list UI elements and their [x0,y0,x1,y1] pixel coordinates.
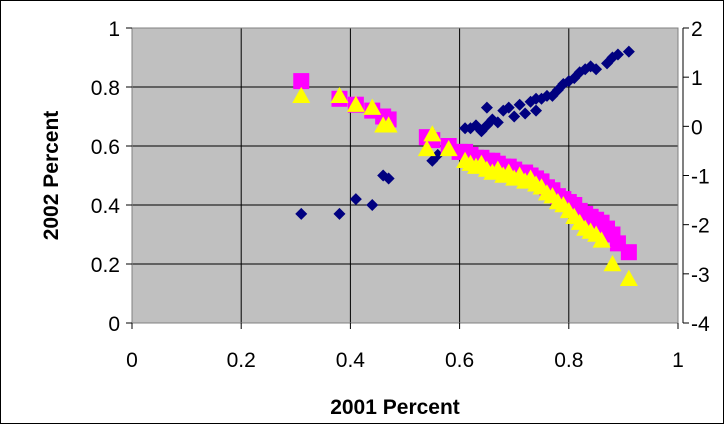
diamond-point [480,101,493,114]
diamond-point [295,207,308,220]
y2-tick-label: -3 [691,264,710,287]
data-points [292,45,638,286]
y2-tick-label: -2 [691,215,710,238]
diamond-point [469,119,482,132]
diamond-point [491,116,504,129]
diamond-point [508,110,521,123]
y2-tick-label: 1 [691,67,703,90]
plot-border [131,27,679,324]
y2-tick-label: 2 [691,18,703,41]
triangle-point [330,86,349,104]
x-tick-label: 0 [126,349,138,372]
series-triangle [292,86,638,286]
triangle-point [346,95,365,112]
axes [126,27,689,329]
y2-tick-label: -1 [691,166,710,189]
y-axis-title: 2002 Percent [40,111,63,241]
y2-tick-label: 0 [691,116,703,139]
y-tick-label: 0 [108,313,120,336]
y-tick-label: 0.2 [91,254,120,277]
plot-area [132,28,678,323]
diamond-point [382,172,395,185]
square-point [620,244,637,261]
x-tick-label: 0.4 [336,349,366,372]
y2-tick-label: -4 [691,313,710,336]
x-tick-label: 0.2 [227,349,256,372]
triangle-point [363,98,382,115]
x-tick-label: 1 [672,349,684,372]
triangle-point [423,125,442,142]
triangle-point [619,269,638,286]
diamond-point [590,63,603,76]
y-tick-label: 0.4 [91,195,121,218]
diamond-point [502,101,515,114]
diamond-point [622,45,635,58]
series-diamond [295,45,635,220]
triangle-point [592,231,611,248]
tick-labels: 0 0.2 0.4 0.6 0.8 1 0 0.2 0.4 0.6 0.8 1 -4 -3 -2 -1 0 1 2 [91,18,710,372]
diamond-point [333,207,346,220]
x-axis-title: 2001 Percent [330,396,460,419]
square-point [293,73,310,90]
triangle-point [439,139,458,157]
y-tick-label: 0.6 [91,136,120,159]
diamond-point [349,193,362,206]
diamond-point [366,199,379,211]
triangle-point [603,255,622,272]
triangle-point [292,86,311,104]
x-tick-label: 0.6 [445,349,474,372]
y-tick-label: 1 [108,18,120,41]
y-tick-label: 0.8 [91,77,120,100]
diamond-point [611,48,624,61]
diamond-point [513,98,526,111]
diamond-point [519,107,532,120]
triangle-point [417,139,436,157]
triangle-point [379,116,398,133]
x-tick-label: 0.8 [554,349,583,372]
diamond-point [530,104,543,117]
